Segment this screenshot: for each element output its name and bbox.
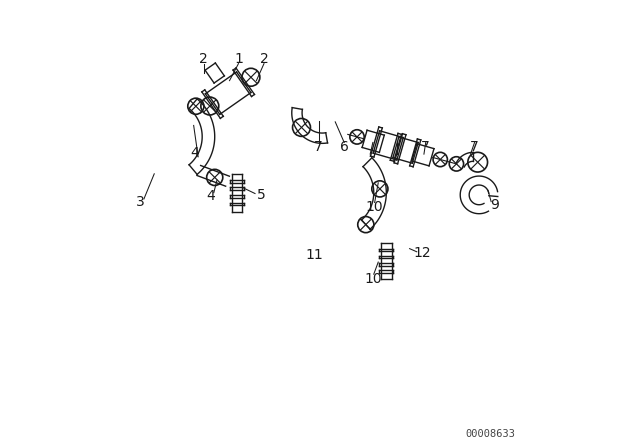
Text: 12: 12 <box>413 246 431 260</box>
Text: 5: 5 <box>257 188 265 202</box>
Polygon shape <box>380 270 394 273</box>
Polygon shape <box>233 68 255 96</box>
Polygon shape <box>460 176 497 214</box>
Polygon shape <box>373 131 403 160</box>
Polygon shape <box>230 202 244 205</box>
Polygon shape <box>380 263 394 266</box>
Polygon shape <box>230 195 244 198</box>
Polygon shape <box>196 165 230 186</box>
Polygon shape <box>381 243 392 279</box>
Polygon shape <box>205 72 251 114</box>
Text: 11: 11 <box>306 248 323 263</box>
Polygon shape <box>380 256 394 258</box>
Polygon shape <box>371 127 382 157</box>
Text: 2: 2 <box>199 52 208 66</box>
Text: 10: 10 <box>364 271 381 286</box>
Polygon shape <box>202 90 223 118</box>
Text: 1: 1 <box>234 52 243 66</box>
Text: 7: 7 <box>369 140 377 154</box>
Polygon shape <box>362 158 387 229</box>
Polygon shape <box>205 63 225 83</box>
Text: 3: 3 <box>136 195 144 210</box>
Text: 10: 10 <box>365 200 383 214</box>
Polygon shape <box>380 249 394 251</box>
Polygon shape <box>393 137 418 163</box>
Polygon shape <box>230 187 244 190</box>
Polygon shape <box>412 144 434 166</box>
Text: 00008633: 00008633 <box>465 429 515 439</box>
Polygon shape <box>410 139 421 167</box>
Polygon shape <box>189 99 214 174</box>
Text: 7: 7 <box>470 140 479 154</box>
Polygon shape <box>292 108 328 143</box>
Polygon shape <box>232 174 243 212</box>
Text: 2: 2 <box>260 52 268 66</box>
Text: 6: 6 <box>340 140 349 154</box>
Text: 4: 4 <box>206 189 214 203</box>
Polygon shape <box>390 134 401 161</box>
Polygon shape <box>230 180 244 183</box>
Text: 4: 4 <box>190 146 199 160</box>
Polygon shape <box>456 152 473 167</box>
Text: 7: 7 <box>421 140 430 154</box>
Text: 9: 9 <box>490 198 499 212</box>
Text: 8: 8 <box>392 140 401 154</box>
Polygon shape <box>362 130 384 152</box>
Text: 7: 7 <box>314 140 322 154</box>
Polygon shape <box>394 134 406 164</box>
